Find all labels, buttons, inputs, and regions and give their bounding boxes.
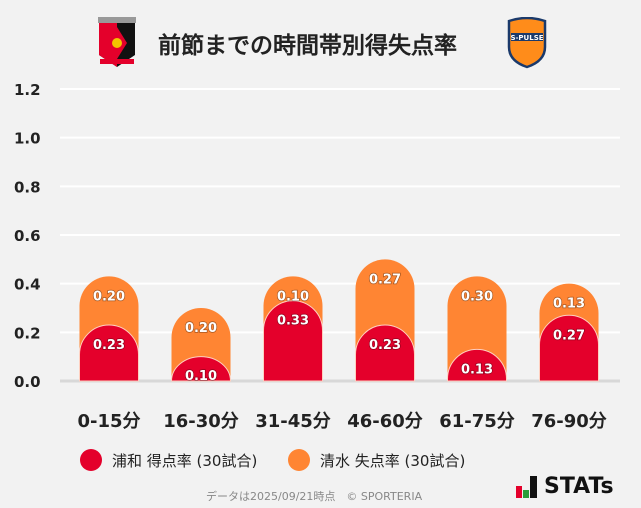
bar-urawa (170, 356, 232, 382)
bar-chart: 0.0 0.2 0.4 0.6 0.8 1.0 1.2 0.20 0.23 0-15分 0.20 0.… (14, 81, 620, 432)
y-tick-label: 0.4 (14, 276, 41, 294)
x-tick-label: 16-30分 (163, 411, 239, 432)
s-pulse-crest-logo: S-PULSE (507, 17, 547, 69)
chart-title: 前節までの時間帯別得失点率 (158, 33, 457, 59)
data-label-urawa: 0.33 (277, 314, 309, 329)
data-label-shimizu: 0.20 (185, 321, 217, 336)
legend-label-urawa: 浦和 得点率 (30試合) (112, 451, 258, 470)
x-tick-label: 76-90分 (531, 411, 607, 432)
urawa-crest-logo (98, 17, 136, 67)
y-tick-label: 0.8 (14, 178, 41, 196)
stats-bars-icon (516, 476, 537, 498)
data-label-shimizu: 0.13 (553, 297, 585, 312)
bar-urawa (539, 314, 599, 382)
x-tick-label: 31-45分 (255, 411, 331, 432)
y-tick-label: 1.2 (14, 81, 41, 99)
legend-swatch-urawa (80, 449, 102, 471)
bar-urawa (79, 324, 139, 382)
footer-note: データは2025/09/21時点 © SPORTERIA (206, 490, 423, 503)
svg-text:S-PULSE: S-PULSE (510, 34, 543, 42)
data-label-urawa: 0.27 (553, 328, 585, 343)
x-tick-label: 0-15分 (77, 411, 140, 432)
data-label-shimizu: 0.30 (461, 289, 493, 304)
data-label-urawa: 0.23 (369, 338, 401, 353)
bar-urawa (263, 300, 323, 382)
stats-logo: STATs (516, 476, 614, 498)
data-label-urawa: 0.10 (185, 369, 217, 384)
legend-swatch-shimizu (288, 449, 310, 471)
stats-brand: STATs (544, 474, 614, 499)
data-label-shimizu: 0.27 (369, 272, 401, 287)
y-tick-label: 0.0 (14, 373, 41, 391)
bar-urawa (355, 324, 415, 382)
data-label-shimizu: 0.20 (93, 289, 125, 304)
x-tick-label: 61-75分 (439, 411, 515, 432)
data-label-urawa: 0.23 (93, 338, 125, 353)
x-tick-label: 46-60分 (347, 411, 423, 432)
legend-item-shimizu: 清水 失点率 (30試合) (288, 449, 465, 471)
legend-item-urawa: 浦和 得点率 (30試合) (80, 449, 257, 471)
y-tick-label: 0.6 (14, 227, 41, 245)
y-tick-label: 0.2 (14, 324, 41, 342)
y-tick-label: 1.0 (14, 130, 41, 148)
data-label-urawa: 0.13 (461, 362, 493, 377)
data-label-shimizu: 0.10 (277, 289, 309, 304)
bar-urawa (447, 348, 507, 382)
legend-label-shimizu: 清水 失点率 (30試合) (320, 451, 466, 470)
